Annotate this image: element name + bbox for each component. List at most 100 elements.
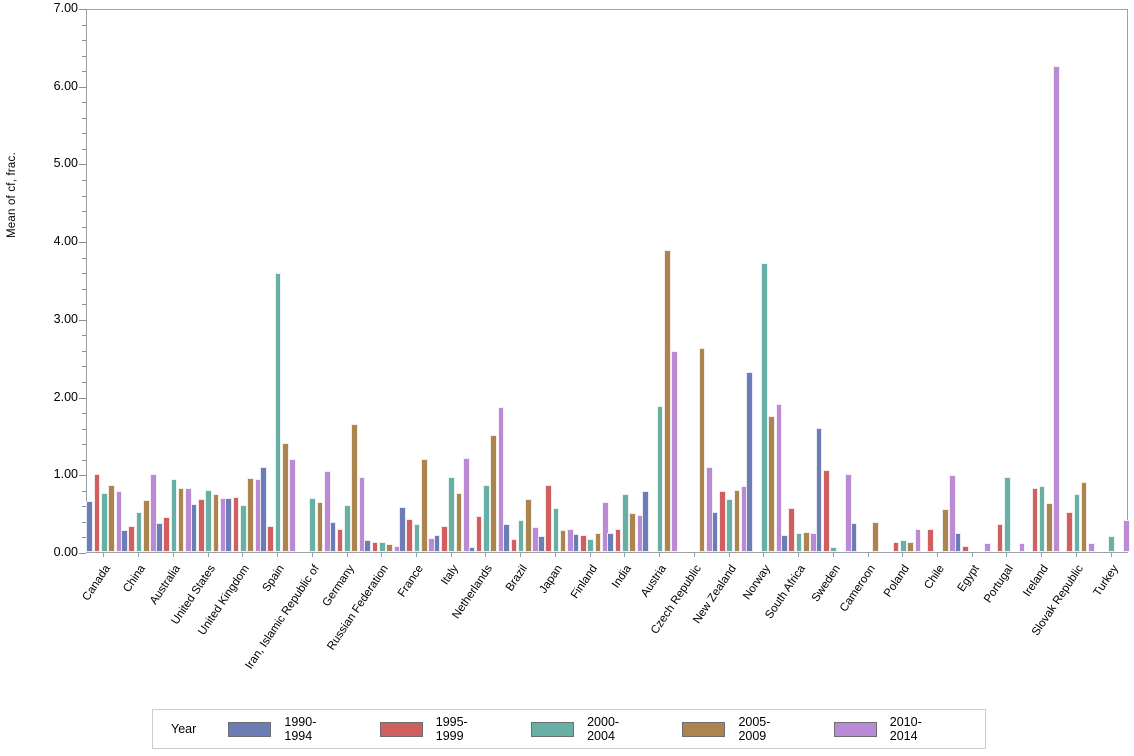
legend-item[interactable]: 2000-2004 [530,715,636,743]
bar[interactable] [155,523,163,552]
bar[interactable] [490,434,498,552]
bar[interactable] [671,350,678,552]
bar[interactable] [399,506,406,552]
bar[interactable] [503,524,510,552]
bar[interactable] [642,491,649,552]
bar[interactable] [128,525,136,552]
bar[interactable] [1066,511,1073,552]
bar[interactable] [664,249,671,552]
bar[interactable] [93,474,101,552]
bar[interactable] [170,478,178,552]
bar[interactable] [795,532,803,552]
bar[interactable] [711,511,719,552]
bar[interactable] [1108,536,1115,552]
bar[interactable] [351,423,359,552]
bar[interactable] [850,523,858,552]
bar[interactable] [622,493,629,552]
bar[interactable] [232,496,240,552]
bar[interactable] [552,508,560,552]
bar[interactable] [205,489,212,552]
bar[interactable] [371,541,379,552]
bar[interactable] [1046,503,1053,552]
bar[interactable] [86,500,94,552]
bar[interactable] [177,488,185,552]
bar[interactable] [706,466,713,552]
bar[interactable] [497,407,505,552]
bar[interactable] [163,517,170,552]
legend-item[interactable]: 1990-1994 [228,715,333,743]
bar[interactable] [572,534,580,552]
bar[interactable] [1073,493,1081,552]
bar[interactable] [718,490,726,552]
bar[interactable] [949,475,956,552]
bar[interactable] [289,458,296,552]
bar[interactable] [1004,476,1011,552]
bar[interactable] [197,499,205,552]
bar[interactable] [746,371,753,552]
bar[interactable] [698,348,706,552]
bar[interactable] [448,477,455,552]
bar[interactable] [983,543,991,552]
bar[interactable] [420,458,428,552]
bar[interactable] [768,416,775,552]
bar[interactable] [823,469,830,552]
bar[interactable] [336,528,344,552]
bar[interactable] [1038,485,1046,552]
bar[interactable] [580,534,587,552]
bar[interactable] [121,530,128,552]
bar[interactable] [954,532,962,552]
bar[interactable] [587,538,594,552]
legend-item[interactable]: 1995-1999 [379,715,485,743]
bar[interactable] [247,478,254,552]
bar[interactable] [559,530,567,552]
bar[interactable] [212,493,220,552]
bar[interactable] [260,466,267,552]
bar[interactable] [329,521,337,552]
bar[interactable] [594,533,602,552]
bar[interactable] [115,491,123,552]
bar[interactable] [364,540,371,552]
bar[interactable] [1080,482,1088,552]
bar[interactable] [914,528,922,552]
bar[interactable] [267,526,275,552]
bar[interactable] [517,520,525,552]
bar[interactable] [656,405,664,552]
bar[interactable] [510,538,518,552]
bar[interactable] [927,529,934,552]
bar[interactable] [441,526,448,552]
bar[interactable] [239,504,247,552]
bar[interactable] [962,545,969,552]
bar[interactable] [1122,520,1130,552]
bar[interactable] [760,262,768,552]
bar[interactable] [316,501,324,552]
bar[interactable] [475,516,483,552]
bar[interactable] [803,531,810,552]
legend[interactable]: Year 1990-1994 1995-1999 2000-2004 2005-200… [152,709,986,749]
bar[interactable] [538,536,545,552]
bar[interactable] [872,521,880,552]
bar[interactable] [455,492,463,552]
bar[interactable] [101,492,108,552]
bar[interactable] [468,547,476,552]
bar[interactable] [892,541,900,552]
bar[interactable] [406,519,413,552]
bar[interactable] [601,501,609,552]
bar[interactable] [274,273,282,552]
bar[interactable] [190,503,198,552]
legend-item[interactable]: 2010-2014 [833,715,939,743]
bar[interactable] [733,489,741,552]
bar[interactable] [1018,542,1026,552]
bar[interactable] [607,533,615,552]
bar[interactable] [830,546,838,552]
bar[interactable] [1088,543,1095,552]
bar[interactable] [386,544,393,552]
bar[interactable] [462,457,470,552]
bar[interactable] [108,485,115,552]
bar[interactable] [815,427,823,552]
bar[interactable] [781,534,788,552]
bar[interactable] [150,473,157,552]
bar[interactable] [941,509,949,552]
bar[interactable] [225,497,232,552]
bar[interactable] [614,528,622,552]
bar[interactable] [525,499,532,552]
